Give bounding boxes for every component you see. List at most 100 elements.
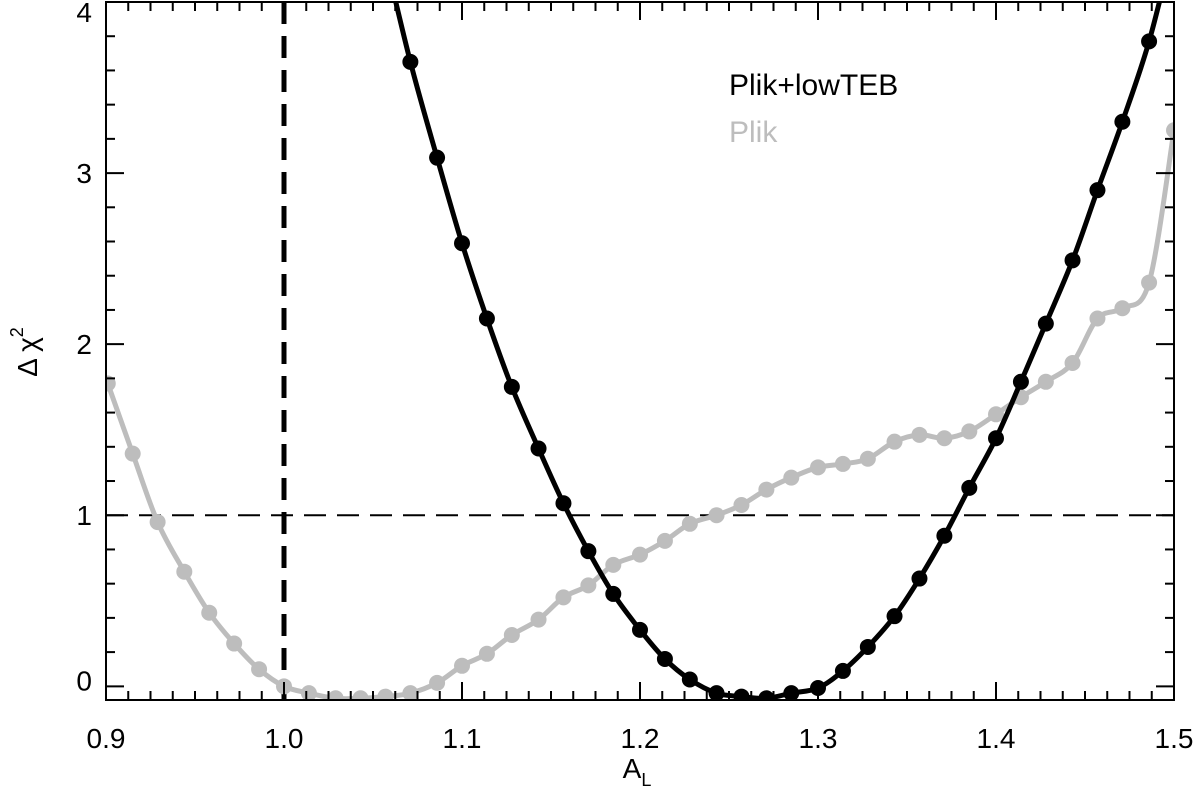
data-point-plik-lowteb — [758, 690, 775, 700]
legend-entry-plik: Plik — [729, 116, 778, 149]
data-point-plik-lowteb — [1089, 182, 1106, 199]
data-point-plik — [1089, 310, 1106, 327]
data-point-plik — [859, 450, 876, 467]
x-tick-label: 1.0 — [265, 723, 304, 754]
data-point-plik — [632, 546, 648, 563]
series-plik — [106, 122, 1174, 700]
x-axis-label-sub: L — [641, 770, 651, 790]
plot-frame — [105, 1, 1175, 701]
x-tick-label: 0.9 — [87, 723, 126, 754]
data-point-plik-lowteb — [478, 310, 495, 327]
data-point-plik-lowteb — [580, 543, 597, 560]
data-point-plik — [478, 645, 495, 662]
reference-lines — [106, 2, 1174, 700]
data-point-plik-lowteb — [834, 662, 851, 679]
series-plik-lowteb — [393, 2, 1163, 700]
x-tick-label: 1.5 — [1155, 723, 1194, 754]
data-point-plik — [1141, 274, 1158, 291]
series-line-plik-lowteb — [393, 2, 1163, 700]
y-tick-label: 3 — [76, 158, 92, 189]
data-point-plik-lowteb — [1141, 33, 1158, 50]
data-point-plik — [176, 563, 193, 580]
data-point-plik — [226, 635, 243, 652]
data-point-plik-lowteb — [783, 685, 800, 700]
data-point-plik — [124, 445, 141, 462]
data-point-plik — [1037, 373, 1054, 390]
data-point-plik — [783, 469, 800, 486]
data-point-plik-lowteb — [911, 570, 928, 587]
data-point-plik — [1166, 122, 1174, 139]
series-layer — [106, 2, 1174, 700]
data-point-plik-lowteb — [681, 671, 698, 688]
data-point-plik-lowteb — [961, 479, 978, 496]
data-point-plik — [106, 375, 116, 392]
data-point-plik-lowteb — [503, 378, 520, 395]
x-tick-label: 1.1 — [443, 723, 482, 754]
data-point-plik-lowteb — [988, 430, 1004, 447]
x-axis-label-main: A — [623, 753, 642, 784]
plot-clip-group — [106, 2, 1174, 700]
data-point-plik — [530, 611, 547, 628]
tick-labels: 0.9 1.0 1.1 1.2 1.3 1.4 1.5 0 1 2 3 4 — [76, 0, 1193, 754]
data-point-plik — [327, 690, 344, 700]
data-point-plik-lowteb — [530, 440, 547, 457]
y-axis-label-sup: 2 — [7, 327, 27, 337]
data-point-plik-lowteb — [1012, 373, 1029, 390]
y-tick-label: 4 — [76, 0, 92, 28]
data-point-plik-lowteb — [936, 527, 953, 544]
data-point-plik — [149, 514, 166, 531]
data-point-plik-lowteb — [429, 149, 446, 166]
x-tick-label: 1.2 — [621, 723, 660, 754]
data-point-plik-lowteb — [708, 685, 725, 700]
data-point-plik-lowteb — [733, 688, 750, 700]
data-point-plik-lowteb — [605, 585, 622, 602]
data-point-plik — [708, 507, 725, 524]
data-point-plik — [681, 515, 698, 532]
data-point-plik — [201, 604, 218, 621]
data-point-plik-lowteb — [886, 608, 903, 625]
data-point-plik — [988, 406, 1004, 423]
y-tick-label: 1 — [76, 500, 92, 531]
data-point-plik — [886, 433, 903, 450]
data-point-plik-lowteb — [656, 650, 673, 667]
data-point-plik — [402, 685, 419, 700]
data-point-plik — [454, 657, 470, 674]
data-point-plik-lowteb — [632, 621, 648, 638]
data-point-plik-lowteb — [402, 53, 419, 70]
data-point-plik — [300, 685, 317, 700]
data-point-plik — [352, 690, 369, 700]
data-point-plik — [251, 661, 268, 678]
x-axis-label: AL — [623, 753, 652, 790]
axis-ticks — [105, 1, 1175, 700]
data-point-plik — [758, 481, 775, 498]
data-point-plik — [377, 688, 394, 700]
data-point-plik — [656, 532, 673, 549]
series-line-plik — [106, 129, 1174, 700]
legend: Plik+lowTEB Plik — [729, 69, 898, 149]
y-tick-label: 2 — [76, 329, 92, 360]
x-tick-label: 1.3 — [799, 723, 838, 754]
data-point-plik-lowteb — [555, 495, 572, 512]
y-axis-label-main: Δ χ — [12, 337, 43, 377]
data-point-plik — [605, 556, 622, 573]
legend-entry-plik-lowteb: Plik+lowTEB — [729, 69, 898, 102]
data-point-plik-lowteb — [1064, 252, 1081, 269]
data-point-plik — [733, 496, 750, 513]
data-point-plik-lowteb — [454, 235, 470, 252]
data-point-plik — [911, 426, 928, 443]
data-point-plik — [503, 626, 520, 643]
data-point-plik — [961, 423, 978, 440]
y-axis-label: Δ χ2 — [7, 327, 43, 377]
data-point-plik — [429, 674, 446, 691]
y-tick-label: 0 — [76, 665, 92, 696]
data-point-plik — [834, 455, 851, 472]
data-point-plik — [580, 577, 597, 594]
x-tick-label: 1.4 — [977, 723, 1016, 754]
data-point-plik — [1064, 354, 1081, 371]
data-point-plik-lowteb — [1037, 315, 1054, 332]
data-point-plik — [810, 459, 826, 476]
data-point-plik — [555, 589, 572, 606]
data-point-plik-lowteb — [859, 638, 876, 655]
data-point-plik — [1114, 300, 1131, 317]
